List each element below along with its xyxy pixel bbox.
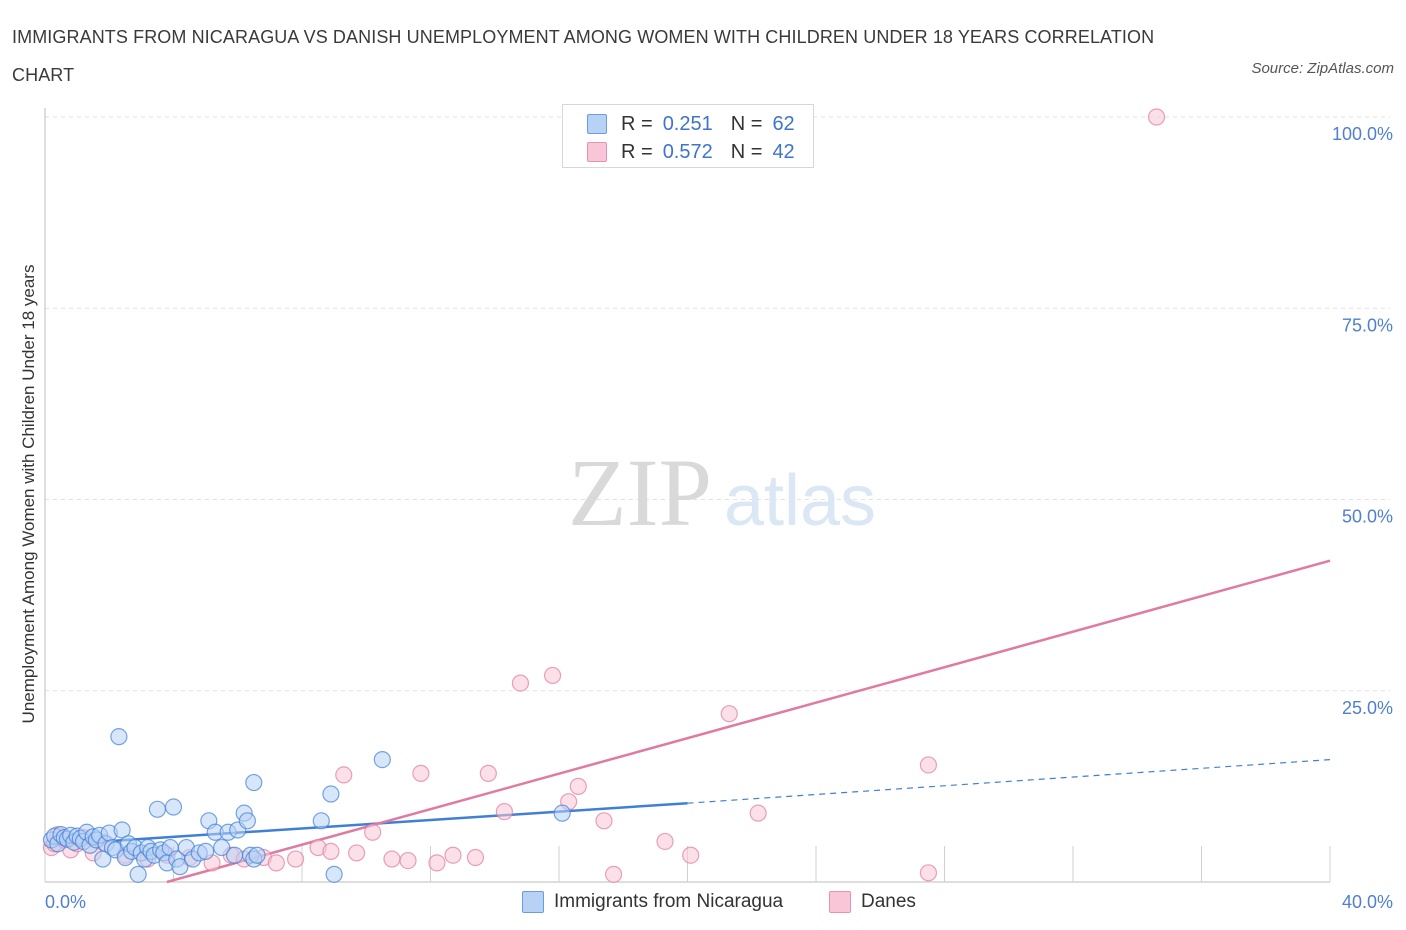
point-danes xyxy=(656,832,674,851)
point-danes xyxy=(511,674,530,692)
trend-line-danes xyxy=(166,559,1331,884)
legend-n-label: N = xyxy=(730,140,763,163)
point-danes xyxy=(919,864,938,882)
legend-r-value: 0.251 xyxy=(662,112,713,135)
point-nicaragua xyxy=(164,798,183,816)
x-tick-label: 0.0% xyxy=(45,892,86,912)
bottom-legend-danes: Danes xyxy=(829,888,916,916)
point-danes xyxy=(1147,108,1166,126)
bottom-legend-label-nicaragua: Immigrants from Nicaragua xyxy=(554,891,784,912)
point-danes xyxy=(682,846,700,864)
bottom-legend-swatch-blue xyxy=(522,891,544,913)
point-danes xyxy=(383,850,401,868)
point-danes xyxy=(364,823,382,841)
point-nicaragua xyxy=(197,842,215,861)
point-danes xyxy=(595,812,613,830)
point-nicaragua xyxy=(245,773,263,792)
point-danes xyxy=(412,764,430,782)
data-points xyxy=(42,108,1166,883)
point-danes xyxy=(267,854,285,872)
chart-title: IMMIGRANTS FROM NICARAGUA VS DANISH UNEM… xyxy=(12,27,1155,85)
x-tick-label: 40.0% xyxy=(1342,892,1393,912)
stats-legend: R = 0.251 N = 62 R = 0.572 N = 42 xyxy=(562,104,814,168)
point-nicaragua xyxy=(148,800,167,818)
legend-r-value: 0.572 xyxy=(662,140,713,163)
y-tick-label: 50.0% xyxy=(1342,507,1393,527)
y-tick-label: 75.0% xyxy=(1342,315,1393,335)
source-label: Source: ZipAtlas.com xyxy=(1251,60,1394,77)
point-danes xyxy=(348,844,366,862)
y-axis-label: Unemployment Among Women with Children U… xyxy=(19,265,38,724)
point-danes xyxy=(466,848,485,867)
trend-line-nicaragua-extension xyxy=(687,759,1331,804)
watermark-zip: ZIP xyxy=(568,439,712,546)
bottom-legend-label-danes: Danes xyxy=(861,891,916,912)
tick-labels: 25.0% 50.0% 75.0% 100.0% 0.0% 40.0% xyxy=(45,124,1393,912)
point-danes xyxy=(286,850,305,868)
point-nicaragua xyxy=(325,865,343,883)
point-danes xyxy=(543,666,562,685)
watermark-atlas: atlas xyxy=(724,461,876,541)
bottom-legend-swatch-pink xyxy=(829,891,851,913)
trend-line-nicaragua xyxy=(44,801,688,847)
point-nicaragua xyxy=(238,812,256,830)
y-tick-label: 25.0% xyxy=(1342,698,1393,718)
point-danes xyxy=(322,842,340,861)
legend-n-value: 42 xyxy=(772,140,795,163)
point-nicaragua xyxy=(312,812,330,830)
point-danes xyxy=(399,851,417,870)
point-nicaragua xyxy=(248,846,266,864)
point-nicaragua xyxy=(113,821,131,839)
point-danes xyxy=(919,756,938,774)
trend-lines xyxy=(44,559,1331,884)
bottom-legend-nicaragua: Immigrants from Nicaragua xyxy=(522,888,783,916)
point-nicaragua xyxy=(553,804,571,822)
legend-n-value: 62 xyxy=(772,112,795,135)
point-nicaragua xyxy=(110,728,128,746)
legend-r-label: R = xyxy=(621,112,653,135)
point-danes xyxy=(749,804,767,822)
point-nicaragua xyxy=(225,846,244,864)
point-nicaragua xyxy=(213,838,231,857)
point-danes xyxy=(720,705,738,723)
legend-n-label: N = xyxy=(730,112,763,135)
point-danes xyxy=(479,764,497,782)
legend-row-danes: R = 0.572 N = 42 xyxy=(587,139,795,165)
point-danes xyxy=(444,846,462,864)
legend-swatch-blue xyxy=(587,114,607,134)
point-danes xyxy=(335,766,353,784)
grid-lines xyxy=(45,116,1390,692)
point-danes xyxy=(495,803,513,821)
point-nicaragua xyxy=(171,858,189,876)
point-nicaragua xyxy=(322,785,340,803)
point-nicaragua xyxy=(373,750,391,769)
point-danes xyxy=(569,777,587,795)
legend-swatch-pink xyxy=(587,142,607,162)
watermark: ZIP atlas xyxy=(568,439,876,546)
legend-r-label: R = xyxy=(621,140,653,163)
legend-row-nicaragua: R = 0.251 N = 62 xyxy=(587,111,795,137)
y-tick-label: 100.0% xyxy=(1332,124,1393,144)
point-nicaragua xyxy=(129,865,147,883)
point-danes xyxy=(605,865,623,883)
point-danes xyxy=(428,854,446,872)
